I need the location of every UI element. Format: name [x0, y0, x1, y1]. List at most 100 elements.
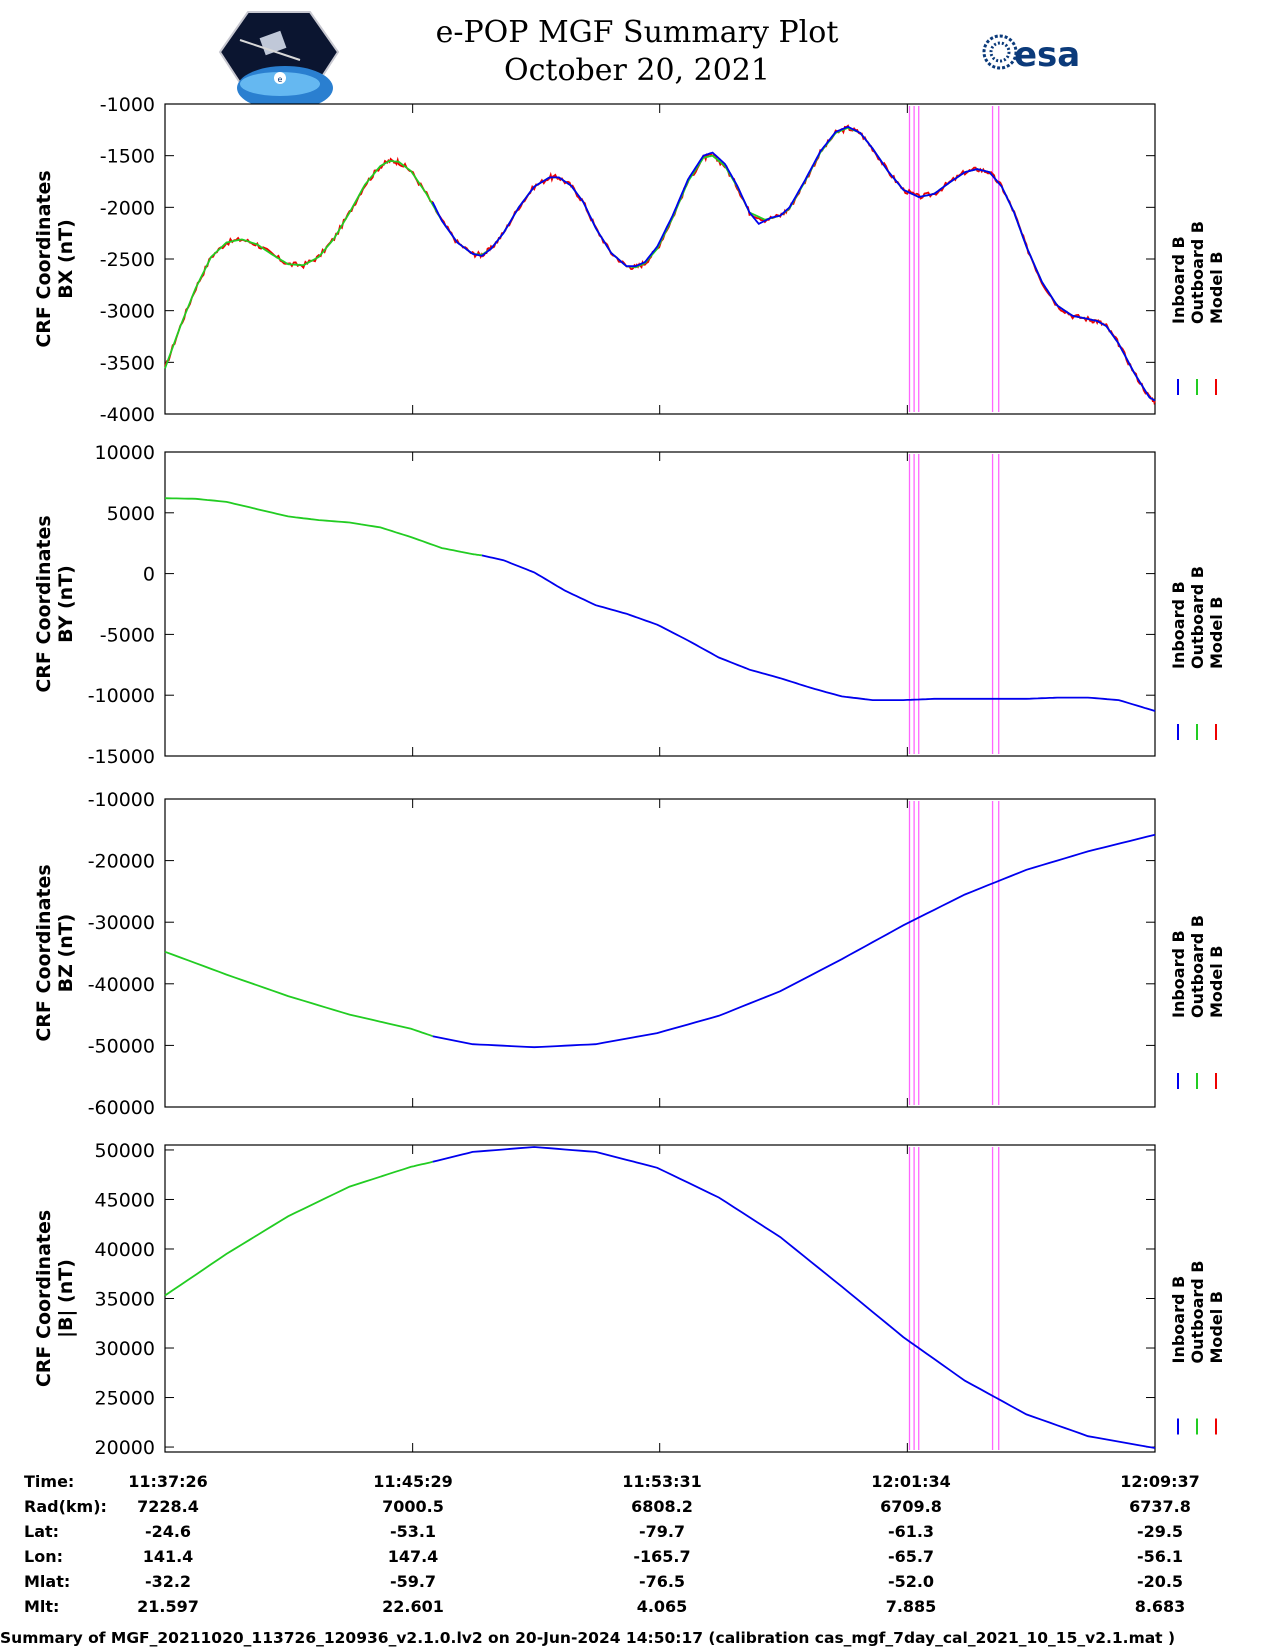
info-value: 22.601	[382, 1597, 444, 1616]
y-tick-label: 20000	[95, 1437, 155, 1459]
y-tick-label: 30000	[95, 1338, 155, 1360]
legend-label: Inboard B	[1169, 1276, 1188, 1364]
y-tick-label: -15000	[88, 746, 155, 768]
y-tick-label: -30000	[88, 912, 155, 934]
legend: Inboard B Outboard B Model B	[1169, 915, 1226, 1089]
legend: Inboard B Outboard B Model B	[1169, 566, 1226, 740]
y-tick-label: -2500	[100, 249, 155, 271]
info-value: -79.7	[639, 1522, 685, 1541]
y-axis-label: CRF CoordinatesBY (nT)	[33, 515, 77, 692]
y-tick-label: -10000	[88, 685, 155, 707]
y-tick-label: -3500	[100, 352, 155, 374]
info-value: -61.3	[888, 1522, 934, 1541]
series-inboard-b	[431, 125, 1156, 402]
info-value: -53.1	[390, 1522, 436, 1541]
plot-panels: -1000 -1500 -2000 -2500 -3000 -3500 -4000 CRF C…	[33, 94, 1226, 1459]
info-value: -76.5	[639, 1572, 685, 1591]
plot-frame	[164, 1144, 1156, 1453]
info-value: -56.1	[1137, 1547, 1183, 1566]
info-value: 6709.8	[880, 1497, 942, 1516]
info-value: 6737.8	[1129, 1497, 1191, 1516]
info-value: -20.5	[1137, 1572, 1183, 1591]
esa-logo: esa	[982, 34, 1080, 75]
plot-title: e-POP MGF Summary Plot	[436, 15, 839, 50]
info-value: 12:09:37	[1120, 1472, 1200, 1491]
y-tick-label: 35000	[95, 1289, 155, 1311]
info-value: -165.7	[633, 1547, 690, 1566]
series-inboard-b	[432, 833, 1156, 1049]
legend-label: Outboard B	[1188, 915, 1207, 1018]
plot-date: October 20, 2021	[504, 53, 770, 88]
y-tick-label: -2000	[100, 197, 155, 219]
y-tick-label: 0	[143, 564, 155, 586]
info-value: 21.597	[137, 1597, 199, 1616]
legend-label: Outboard B	[1188, 1261, 1207, 1364]
info-row-label: Mlt:	[24, 1597, 59, 1616]
info-value: 141.4	[143, 1547, 194, 1566]
legend-label: Inboard B	[1169, 581, 1188, 669]
panel-1: -1000 -1500 -2000 -2500 -3000 -3500 -4000 CRF C…	[33, 94, 1226, 426]
info-row-label: Lon:	[24, 1547, 63, 1566]
info-value: 4.065	[637, 1597, 688, 1616]
legend-label: Model B	[1207, 1291, 1226, 1363]
y-tick-label: -3000	[100, 301, 155, 323]
esa-wordmark: esa	[1014, 35, 1080, 75]
y-axis-label: CRF Coordinates|B| (nT)	[33, 1210, 77, 1387]
y-tick-label: 5000	[107, 503, 155, 525]
y-tick-label: -1000	[100, 94, 155, 116]
legend: Inboard B Outboard B Model B	[1169, 221, 1226, 395]
y-tick-label: 10000	[95, 442, 155, 464]
info-row-label: Mlat:	[24, 1572, 70, 1591]
info-row-label: Rad(km):	[24, 1497, 107, 1516]
info-value: -29.5	[1137, 1522, 1183, 1541]
legend-label: Inboard B	[1169, 236, 1188, 324]
legend: Inboard B Outboard B Model B	[1169, 1261, 1226, 1435]
series-outboard-b	[164, 1160, 433, 1297]
info-value: 11:53:31	[622, 1472, 702, 1491]
info-value: 7228.4	[137, 1497, 199, 1516]
series-inboard-b	[481, 554, 1156, 712]
header: e e-POP MGF Summary Plot October 20, 202…	[218, 11, 1080, 110]
info-value: -52.0	[888, 1572, 934, 1591]
y-tick-label: 45000	[95, 1189, 155, 1211]
y-axis-label: CRF CoordinatesBZ (nT)	[33, 864, 77, 1041]
info-value: 6808.2	[631, 1497, 693, 1516]
y-tick-label: -50000	[88, 1035, 155, 1057]
legend-label: Model B	[1207, 597, 1226, 669]
legend-label: Model B	[1207, 946, 1226, 1018]
legend-label: Outboard B	[1188, 566, 1207, 669]
info-value: 11:45:29	[373, 1472, 453, 1491]
info-value: -32.2	[145, 1572, 191, 1591]
y-tick-label: -4000	[100, 404, 155, 426]
series-inboard-b	[432, 1146, 1156, 1449]
y-tick-label: -60000	[88, 1097, 155, 1119]
esa-swirl-icon	[982, 34, 1018, 70]
info-value: 11:37:26	[128, 1472, 208, 1491]
info-value: 7.885	[886, 1597, 937, 1616]
y-tick-label: -5000	[100, 624, 155, 646]
y-axis-label: CRF CoordinatesBX (nT)	[33, 170, 77, 347]
panel-4: 50000 45000 40000 35000 30000 25000 20000 CRF C…	[33, 1140, 1226, 1459]
series-outboard-b	[164, 950, 434, 1038]
legend-label: Model B	[1207, 252, 1226, 324]
svg-text:e: e	[278, 75, 283, 84]
info-value: 147.4	[388, 1547, 439, 1566]
legend-label: Outboard B	[1188, 221, 1207, 324]
y-tick-label: 40000	[95, 1239, 155, 1261]
info-value: 12:01:34	[871, 1472, 951, 1491]
plot-frame	[164, 103, 1156, 415]
y-tick-label: -1500	[100, 146, 155, 168]
footer-summary: Summary of MGF_20211020_113726_120936_v2…	[0, 1629, 1175, 1647]
series-outboard-b	[164, 497, 483, 557]
y-tick-label: -10000	[88, 789, 155, 811]
y-tick-label: -20000	[88, 851, 155, 873]
plot-frame	[164, 451, 1156, 757]
y-tick-label: 50000	[95, 1140, 155, 1162]
cassiope-logo-icon: e	[218, 11, 340, 110]
info-value: 8.683	[1135, 1597, 1186, 1616]
info-table: Time: 11:37:26 11:45:29 11:53:31 12:01:34 12:…	[24, 1472, 1200, 1616]
info-value: -24.6	[145, 1522, 191, 1541]
info-row-label: Lat:	[24, 1522, 59, 1541]
info-value: -65.7	[888, 1547, 934, 1566]
